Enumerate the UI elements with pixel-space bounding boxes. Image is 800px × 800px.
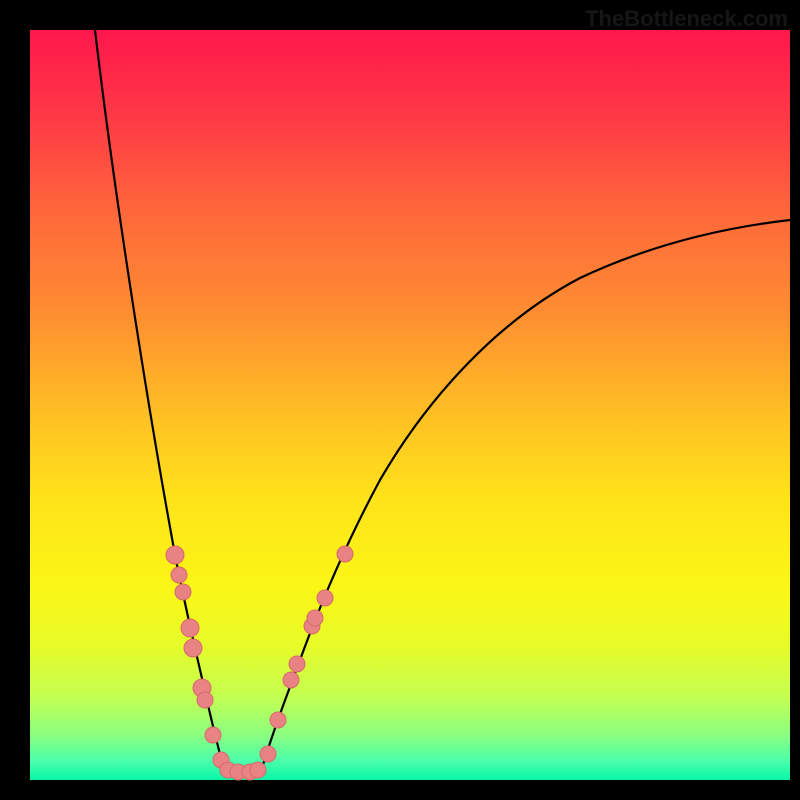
data-marker bbox=[171, 567, 187, 583]
data-marker bbox=[166, 546, 184, 564]
data-marker bbox=[337, 546, 353, 562]
data-marker bbox=[283, 672, 299, 688]
watermark-text: TheBottleneck.com bbox=[585, 6, 788, 32]
data-marker bbox=[205, 727, 221, 743]
data-marker bbox=[317, 590, 333, 606]
data-marker bbox=[270, 712, 286, 728]
data-marker bbox=[184, 639, 202, 657]
chart-container: TheBottleneck.com bbox=[0, 0, 800, 800]
bottleneck-chart bbox=[0, 0, 800, 800]
data-marker bbox=[307, 610, 323, 626]
data-marker bbox=[250, 762, 266, 778]
data-marker bbox=[181, 619, 199, 637]
data-marker bbox=[197, 692, 213, 708]
data-marker bbox=[260, 746, 276, 762]
data-marker bbox=[175, 584, 191, 600]
data-marker bbox=[289, 656, 305, 672]
plot-area bbox=[30, 30, 790, 780]
